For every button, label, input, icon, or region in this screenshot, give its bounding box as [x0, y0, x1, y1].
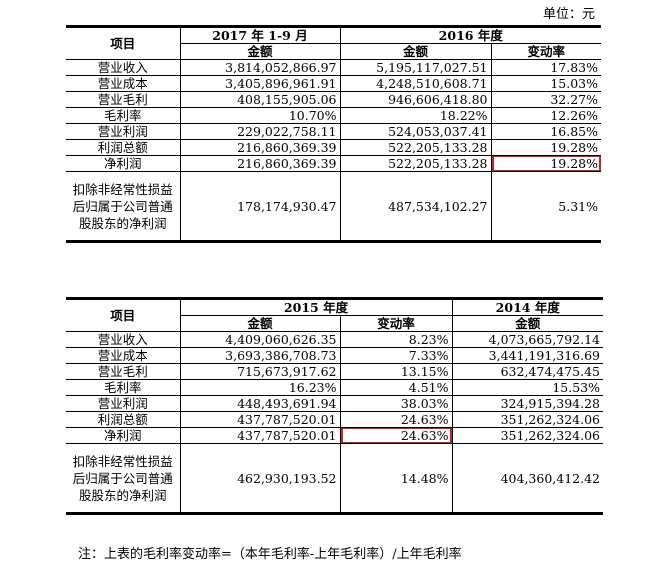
cell-value: 12.26%	[490, 107, 601, 124]
period-header: 2014 年度	[451, 298, 603, 316]
table-row: 扣除非经常性损益后归属于公司普通股股东的净利润 178,174,930.47 4…	[66, 171, 601, 242]
cell-value: 3,814,052,866.97	[179, 59, 341, 76]
cell-value: 178,174,930.47	[179, 171, 341, 242]
unit-label: 单位：元	[542, 7, 595, 22]
cell-value: 17.83%	[490, 59, 601, 76]
amount-header: 金额	[339, 43, 492, 60]
table-row: 营业成本 3,693,386,708.73 7.33% 3,441,191,31…	[66, 347, 603, 364]
cell-value: 715,673,917.62	[179, 363, 341, 380]
cell-value: 24.63%	[339, 411, 453, 428]
table-row: 营业利润 448,493,691.94 38.03% 324,915,394.2…	[66, 395, 603, 412]
cell-value: 5,195,117,027.51	[339, 59, 492, 76]
cell-value: 7.33%	[339, 347, 453, 364]
table-row: 营业毛利 715,673,917.62 13.15% 632,474,475.4…	[66, 363, 603, 380]
cell-value: 404,360,412.42	[451, 443, 603, 514]
financial-table-2015-2014: 项目 2015 年度 2014 年度 金额 变动率 金额 营业收入 4,409,…	[66, 297, 603, 515]
table-row: 营业收入 4,409,060,626.35 8.23% 4,073,665,79…	[66, 331, 603, 348]
period-header: 2015 年度	[179, 298, 453, 316]
row-label: 毛利率	[66, 379, 181, 396]
cell-value: 3,693,386,708.73	[179, 347, 341, 364]
table-row: 营业利润 229,022,758.11 524,053,037.41 16.85…	[66, 123, 601, 140]
table-row: 利润总额 216,860,369.39 522,205,133.28 19.28…	[66, 139, 601, 156]
cell-value: 324,915,394.28	[451, 395, 603, 412]
cell-value: 632,474,475.45	[451, 363, 603, 380]
cell-value: 437,787,520.01	[179, 427, 341, 444]
row-label: 利润总额	[66, 139, 181, 156]
row-label: 利润总额	[66, 411, 181, 428]
cell-value: 10.70%	[179, 107, 341, 124]
cell-value: 4,073,665,792.14	[451, 331, 603, 348]
cell-value: 16.23%	[179, 379, 341, 396]
table-row: 毛利率 16.23% 4.51% 15.53%	[66, 379, 603, 396]
row-label: 净利润	[66, 155, 181, 172]
cell-value: 4,248,510,608.71	[339, 75, 492, 92]
period-header: 2017 年 1-9 月	[179, 26, 341, 44]
period-header: 2016 年度	[339, 26, 601, 44]
table-row: 净利润 437,787,520.01 24.63% 351,262,324.06	[66, 427, 603, 444]
table-header-row: 项目 2017 年 1-9 月 2016 年度	[66, 26, 601, 60]
financial-table-2017-2016: 项目 2017 年 1-9 月 2016 年度 金额 金额 变动率 营业收入 3…	[66, 25, 601, 243]
table-row: 营业成本 3,405,896,961.91 4,248,510,608.71 1…	[66, 75, 601, 92]
row-label: 营业利润	[66, 123, 181, 140]
table-row: 利润总额 437,787,520.01 24.63% 351,262,324.0…	[66, 411, 603, 428]
cell-value: 946,606,418.80	[339, 91, 492, 108]
cell-value: 15.53%	[451, 379, 603, 396]
change-header: 变动率	[490, 43, 601, 60]
cell-value: 38.03%	[339, 395, 453, 412]
cell-value: 522,205,133.28	[339, 139, 492, 156]
cell-value: 3,441,191,316.69	[451, 347, 603, 364]
cell-value: 351,262,324.06	[451, 411, 603, 428]
cell-value: 8.23%	[339, 331, 453, 348]
row-label: 营业毛利	[66, 363, 181, 380]
highlighted-cell-value: 19.28%	[490, 155, 601, 172]
table-row: 毛利率 10.70% 18.22% 12.26%	[66, 107, 601, 124]
cell-value: 32.27%	[490, 91, 601, 108]
cell-value: 4,409,060,626.35	[179, 331, 341, 348]
row-label: 营业收入	[66, 59, 181, 76]
amount-header: 金额	[180, 315, 341, 332]
cell-value: 3,405,896,961.91	[179, 75, 341, 92]
row-label: 扣除非经常性损益后归属于公司普通股股东的净利润	[66, 171, 181, 242]
cell-value: 229,022,758.11	[179, 123, 341, 140]
row-label: 净利润	[66, 427, 181, 444]
cell-value: 16.85%	[490, 123, 601, 140]
cell-value: 487,534,102.27	[339, 171, 492, 242]
cell-value: 19.28%	[490, 139, 601, 156]
table-row: 营业毛利 408,155,905.06 946,606,418.80 32.27…	[66, 91, 601, 108]
cell-value: 522,205,133.28	[339, 155, 492, 172]
row-label: 营业成本	[66, 347, 181, 364]
cell-value: 351,262,324.06	[451, 427, 603, 444]
item-header: 项目	[66, 26, 181, 60]
cell-value: 4.51%	[339, 379, 453, 396]
row-label: 扣除非经常性损益后归属于公司普通股股东的净利润	[66, 443, 181, 514]
cell-value: 437,787,520.01	[179, 411, 341, 428]
table-row: 营业收入 3,814,052,866.97 5,195,117,027.51 1…	[66, 59, 601, 76]
table-row: 扣除非经常性损益后归属于公司普通股股东的净利润 462,930,193.52 1…	[66, 443, 603, 514]
cell-value: 462,930,193.52	[179, 443, 341, 514]
cell-value: 5.31%	[490, 171, 601, 242]
table-header-row: 项目 2015 年度 2014 年度	[66, 298, 603, 332]
cell-value: 18.22%	[339, 107, 492, 124]
table-row: 净利润 216,860,369.39 522,205,133.28 19.28%	[66, 155, 601, 172]
cell-value: 216,860,369.39	[179, 139, 341, 156]
row-label: 营业利润	[66, 395, 181, 412]
row-label: 毛利率	[66, 107, 181, 124]
amount-header: 金额	[451, 315, 603, 332]
cell-value: 15.03%	[490, 75, 601, 92]
amount-header: 金额	[180, 43, 341, 60]
highlighted-cell-value: 24.63%	[339, 427, 453, 444]
cell-value: 216,860,369.39	[179, 155, 341, 172]
cell-value: 13.15%	[339, 363, 453, 380]
row-label: 营业毛利	[66, 91, 181, 108]
footnote: 注：上表的毛利率变动率=（本年毛利率-上年毛利率）/上年毛利率	[78, 547, 462, 562]
row-label: 营业成本	[66, 75, 181, 92]
cell-value: 448,493,691.94	[179, 395, 341, 412]
cell-value: 14.48%	[339, 443, 453, 514]
cell-value: 524,053,037.41	[339, 123, 492, 140]
cell-value: 408,155,905.06	[179, 91, 341, 108]
change-header: 变动率	[339, 315, 453, 332]
row-label: 营业收入	[66, 331, 181, 348]
item-header: 项目	[66, 298, 181, 332]
